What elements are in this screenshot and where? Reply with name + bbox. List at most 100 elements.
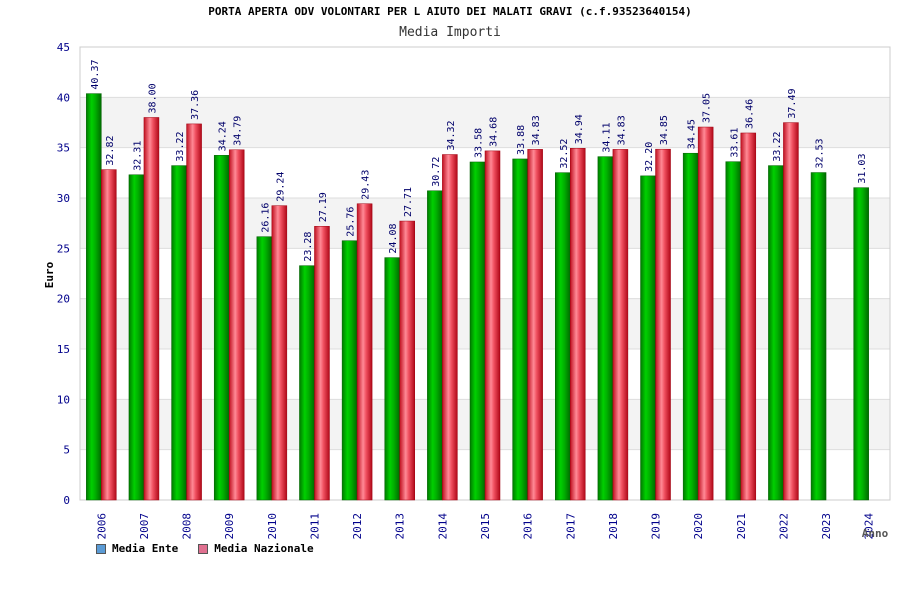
x-tick-label: 2016 [522, 513, 535, 540]
x-tick-label: 2010 [266, 513, 279, 540]
value-label-nazionale-2006: 32.82 [105, 136, 116, 166]
bar-ente-2011 [299, 265, 315, 501]
value-label-ente-2023: 32.53 [815, 138, 826, 168]
bar-ente-2015 [469, 161, 486, 501]
bar-ente-2013 [384, 257, 400, 501]
chart-subtitle: Media Importi [399, 25, 501, 40]
x-tick-label: 2022 [777, 513, 790, 540]
legend-swatch-media-nazionale [198, 543, 209, 554]
x-tick-label: 2023 [820, 513, 833, 540]
bar-nazionale-2013 [399, 220, 415, 501]
value-label-ente-2006: 40.37 [90, 59, 101, 89]
legend-label-media-nazionale: Media Nazionale [214, 542, 314, 555]
value-label-nazionale-2019: 34.85 [659, 115, 670, 145]
bar-ente-2021 [725, 161, 742, 501]
bar-nazionale-2008 [186, 123, 202, 501]
y-tick-label: 35 [57, 142, 70, 155]
y-tick-label: 10 [57, 393, 70, 406]
value-label-nazionale-2013: 27.71 [403, 187, 414, 217]
value-label-nazionale-2010: 29.24 [275, 172, 286, 202]
value-label-ente-2017: 32.52 [559, 139, 570, 169]
legend-swatch-media-ente [96, 543, 106, 554]
x-tick-label: 2015 [479, 513, 492, 540]
value-label-nazionale-2016: 34.83 [531, 115, 542, 145]
bar-ente-2020 [682, 152, 699, 501]
value-label-ente-2018: 34.11 [601, 123, 612, 153]
bar-ente-2012 [341, 240, 358, 501]
value-label-nazionale-2014: 34.32 [446, 120, 457, 150]
x-tick-label: 2007 [138, 513, 151, 540]
bar-ente-2006 [86, 93, 102, 501]
bar-ente-2017 [555, 172, 571, 501]
value-label-ente-2012: 25.76 [346, 207, 357, 237]
bar-nazionale-2021 [740, 132, 757, 501]
value-label-ente-2020: 34.45 [687, 119, 698, 149]
value-label-ente-2008: 33.22 [175, 131, 186, 161]
bar-nazionale-2006 [101, 169, 117, 501]
bar-ente-2024 [853, 187, 869, 501]
value-label-ente-2014: 30.72 [431, 157, 442, 187]
value-label-ente-2007: 32.31 [132, 141, 143, 171]
bar-nazionale-2014 [442, 154, 458, 501]
bar-ente-2014 [427, 190, 443, 501]
value-label-nazionale-2009: 34.79 [233, 116, 244, 146]
x-tick-label: 2011 [308, 513, 321, 540]
bar-nazionale-2018 [612, 149, 629, 501]
value-label-ente-2011: 23.28 [303, 232, 314, 262]
y-tick-label: 30 [57, 192, 70, 205]
bar-nazionale-2020 [697, 126, 714, 501]
y-tick-label: 25 [57, 242, 70, 255]
legend: Media Ente Media Nazionale [96, 542, 314, 555]
value-label-nazionale-2017: 34.94 [574, 114, 585, 144]
bar-nazionale-2015 [484, 150, 501, 501]
value-label-nazionale-2015: 34.68 [489, 117, 500, 147]
bar-nazionale-2019 [655, 148, 671, 501]
bar-nazionale-2016 [527, 149, 543, 501]
bar-ente-2007 [128, 174, 145, 501]
bar-nazionale-2010 [271, 205, 288, 501]
x-tick-label: 2013 [394, 513, 407, 540]
value-label-nazionale-2012: 29.43 [361, 170, 372, 200]
value-label-ente-2010: 26.16 [260, 203, 271, 233]
y-axis-title: Euro [43, 261, 56, 288]
value-label-nazionale-2011: 27.19 [318, 192, 329, 222]
value-label-nazionale-2008: 37.36 [190, 90, 201, 120]
value-label-nazionale-2007: 38.00 [147, 83, 158, 113]
x-tick-label: 2018 [607, 513, 620, 540]
x-tick-label: 2008 [181, 513, 194, 540]
value-label-ente-2022: 33.22 [772, 131, 783, 161]
y-tick-label: 20 [57, 293, 70, 306]
y-tick-label: 40 [57, 91, 70, 104]
bar-nazionale-2022 [783, 122, 799, 501]
x-tick-label: 2020 [692, 513, 705, 540]
grid-band [80, 47, 890, 98]
x-tick-label: 2012 [351, 513, 364, 540]
x-tick-label: 2006 [95, 513, 108, 540]
value-label-ente-2016: 33.88 [516, 125, 527, 155]
value-label-ente-2009: 34.24 [218, 121, 229, 151]
bar-ente-2010 [256, 236, 273, 501]
value-label-nazionale-2022: 37.49 [787, 88, 798, 118]
bar-ente-2023 [810, 172, 827, 501]
value-label-nazionale-2018: 34.83 [616, 115, 627, 145]
x-tick-label: 2009 [223, 513, 236, 540]
value-label-ente-2021: 33.61 [729, 128, 740, 158]
value-label-nazionale-2020: 37.05 [702, 93, 713, 123]
chart-title: PORTA APERTA ODV VOLONTARI PER L AIUTO D… [208, 5, 692, 18]
x-tick-label: 2019 [650, 513, 663, 540]
y-tick-label: 5 [63, 444, 70, 457]
x-axis-title: Anno [862, 527, 889, 540]
value-label-nazionale-2021: 36.46 [744, 99, 755, 129]
x-tick-label: 2014 [436, 513, 449, 540]
bar-nazionale-2009 [228, 149, 245, 501]
value-label-ente-2019: 32.20 [644, 142, 655, 172]
bar-ente-2022 [768, 165, 784, 501]
value-label-ente-2015: 33.58 [474, 128, 485, 158]
value-label-ente-2013: 24.08 [388, 223, 399, 253]
y-tick-label: 15 [57, 343, 70, 356]
bar-ente-2008 [171, 165, 187, 501]
legend-item-media-nazionale: Media Nazionale [198, 542, 314, 555]
x-tick-label: 2017 [564, 513, 577, 540]
value-label-ente-2024: 31.03 [857, 154, 868, 184]
